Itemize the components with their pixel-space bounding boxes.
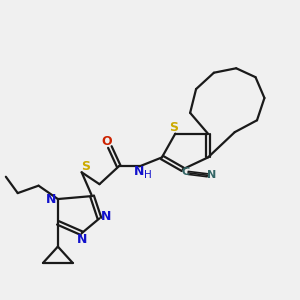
Text: N: N — [76, 233, 87, 246]
Text: H: H — [144, 170, 152, 180]
Text: S: S — [169, 121, 178, 134]
Text: N: N — [46, 193, 56, 206]
Text: S: S — [81, 160, 90, 173]
Text: N: N — [134, 165, 144, 178]
Text: O: O — [101, 135, 112, 148]
Text: C: C — [181, 167, 189, 177]
Text: N: N — [207, 170, 216, 180]
Text: N: N — [101, 210, 111, 224]
